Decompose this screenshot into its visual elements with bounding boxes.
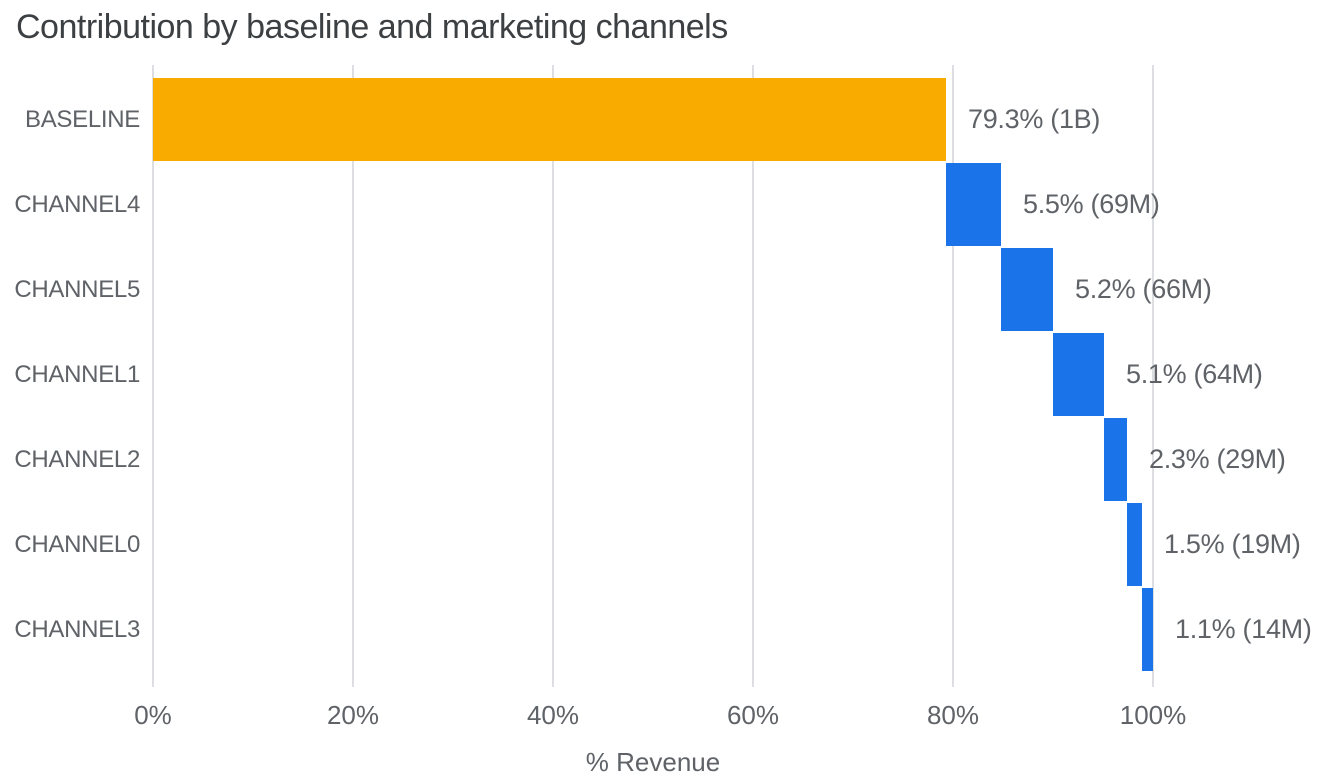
x-tick-label: 100% (1119, 700, 1187, 730)
gridline-20% (352, 65, 354, 687)
value-label-channel3: 1.1% (14M) (1175, 614, 1312, 644)
bar-channel3[interactable] (1142, 588, 1153, 671)
category-label-channel0: CHANNEL0 (14, 531, 140, 558)
x-axis-title: % Revenue (585, 747, 721, 777)
gridline-60% (752, 65, 754, 687)
x-tick-label: 20% (326, 700, 380, 730)
gridline-40% (552, 65, 554, 687)
bar-channel4[interactable] (946, 163, 1001, 246)
gridline-0% (152, 65, 154, 687)
x-tick-label: 0% (134, 700, 172, 730)
value-label-channel2: 2.3% (29M) (1149, 444, 1286, 474)
bar-channel0[interactable] (1127, 503, 1142, 586)
category-label-channel5: CHANNEL5 (14, 276, 140, 303)
bar-channel5[interactable] (1001, 248, 1053, 331)
bar-channel1[interactable] (1053, 333, 1104, 416)
bar-baseline[interactable] (153, 78, 946, 161)
plot-area (152, 65, 1330, 687)
x-tick-label: 40% (526, 700, 580, 730)
x-tick-label: 80% (926, 700, 980, 730)
gridline-80% (952, 65, 954, 687)
value-label-channel4: 5.5% (69M) (1023, 189, 1160, 219)
value-label-channel1: 5.1% (64M) (1126, 359, 1263, 389)
x-tick-label: 60% (726, 700, 780, 730)
value-label-channel5: 5.2% (66M) (1075, 274, 1212, 304)
category-label-channel2: CHANNEL2 (14, 446, 140, 473)
category-label-baseline: BASELINE (25, 106, 140, 133)
category-label-channel3: CHANNEL3 (14, 616, 140, 643)
bar-channel2[interactable] (1104, 418, 1127, 501)
chart-title: Contribution by baseline and marketing c… (16, 8, 728, 46)
category-label-channel1: CHANNEL1 (14, 361, 140, 388)
gridline-100% (1152, 65, 1154, 687)
value-label-baseline: 79.3% (1B) (968, 104, 1101, 134)
category-label-channel4: CHANNEL4 (14, 191, 140, 218)
value-label-channel0: 1.5% (19M) (1164, 529, 1301, 559)
